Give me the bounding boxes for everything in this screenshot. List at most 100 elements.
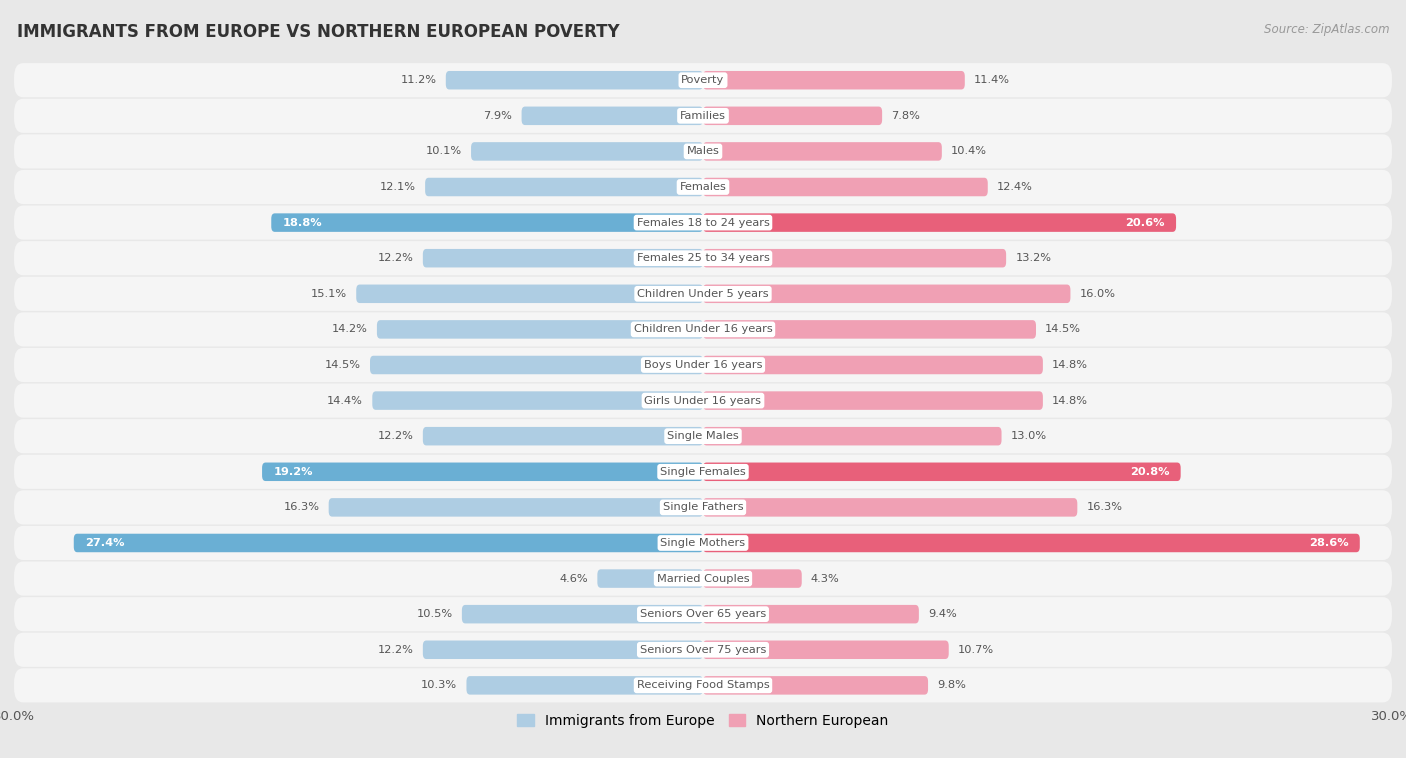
FancyBboxPatch shape: [471, 143, 703, 161]
Text: 15.1%: 15.1%: [311, 289, 347, 299]
Text: 9.4%: 9.4%: [928, 609, 957, 619]
Text: 11.2%: 11.2%: [401, 75, 437, 85]
Text: Receiving Food Stamps: Receiving Food Stamps: [637, 681, 769, 691]
Text: Single Males: Single Males: [666, 431, 740, 441]
FancyBboxPatch shape: [703, 249, 1007, 268]
FancyBboxPatch shape: [14, 633, 1392, 667]
FancyBboxPatch shape: [446, 71, 703, 89]
Text: 10.1%: 10.1%: [426, 146, 461, 156]
FancyBboxPatch shape: [262, 462, 703, 481]
FancyBboxPatch shape: [14, 277, 1392, 311]
Text: Seniors Over 65 years: Seniors Over 65 years: [640, 609, 766, 619]
Text: Females 25 to 34 years: Females 25 to 34 years: [637, 253, 769, 263]
FancyBboxPatch shape: [522, 107, 703, 125]
Text: Families: Families: [681, 111, 725, 121]
FancyBboxPatch shape: [370, 356, 703, 374]
FancyBboxPatch shape: [703, 143, 942, 161]
FancyBboxPatch shape: [423, 427, 703, 446]
Text: Seniors Over 75 years: Seniors Over 75 years: [640, 645, 766, 655]
FancyBboxPatch shape: [703, 569, 801, 587]
Text: Females 18 to 24 years: Females 18 to 24 years: [637, 218, 769, 227]
Text: 12.2%: 12.2%: [378, 431, 413, 441]
FancyBboxPatch shape: [14, 384, 1392, 418]
FancyBboxPatch shape: [14, 63, 1392, 97]
Text: 16.3%: 16.3%: [1087, 503, 1122, 512]
FancyBboxPatch shape: [703, 391, 1043, 410]
Text: 20.6%: 20.6%: [1125, 218, 1164, 227]
Text: 14.5%: 14.5%: [1045, 324, 1081, 334]
FancyBboxPatch shape: [703, 462, 1181, 481]
Text: 14.4%: 14.4%: [328, 396, 363, 406]
Text: Single Females: Single Females: [661, 467, 745, 477]
Text: Girls Under 16 years: Girls Under 16 years: [644, 396, 762, 406]
FancyBboxPatch shape: [703, 178, 988, 196]
FancyBboxPatch shape: [14, 312, 1392, 346]
Text: 19.2%: 19.2%: [274, 467, 314, 477]
Text: 7.9%: 7.9%: [484, 111, 512, 121]
Text: 12.4%: 12.4%: [997, 182, 1033, 192]
Text: 13.2%: 13.2%: [1015, 253, 1052, 263]
FancyBboxPatch shape: [703, 107, 882, 125]
FancyBboxPatch shape: [14, 526, 1392, 560]
Text: Source: ZipAtlas.com: Source: ZipAtlas.com: [1264, 23, 1389, 36]
Text: 4.6%: 4.6%: [560, 574, 588, 584]
FancyBboxPatch shape: [461, 605, 703, 623]
Text: 10.4%: 10.4%: [950, 146, 987, 156]
Text: IMMIGRANTS FROM EUROPE VS NORTHERN EUROPEAN POVERTY: IMMIGRANTS FROM EUROPE VS NORTHERN EUROP…: [17, 23, 620, 41]
Text: 10.5%: 10.5%: [416, 609, 453, 619]
Text: Boys Under 16 years: Boys Under 16 years: [644, 360, 762, 370]
FancyBboxPatch shape: [423, 249, 703, 268]
Text: 14.5%: 14.5%: [325, 360, 361, 370]
FancyBboxPatch shape: [14, 99, 1392, 133]
FancyBboxPatch shape: [14, 205, 1392, 240]
FancyBboxPatch shape: [14, 134, 1392, 168]
FancyBboxPatch shape: [14, 241, 1392, 275]
FancyBboxPatch shape: [703, 605, 920, 623]
Text: 9.8%: 9.8%: [938, 681, 966, 691]
FancyBboxPatch shape: [598, 569, 703, 587]
Text: 11.4%: 11.4%: [974, 75, 1010, 85]
FancyBboxPatch shape: [356, 284, 703, 303]
FancyBboxPatch shape: [467, 676, 703, 694]
FancyBboxPatch shape: [73, 534, 703, 553]
FancyBboxPatch shape: [703, 71, 965, 89]
FancyBboxPatch shape: [373, 391, 703, 410]
Text: Poverty: Poverty: [682, 75, 724, 85]
Text: Children Under 5 years: Children Under 5 years: [637, 289, 769, 299]
FancyBboxPatch shape: [14, 562, 1392, 596]
Text: 16.0%: 16.0%: [1080, 289, 1115, 299]
FancyBboxPatch shape: [703, 213, 1175, 232]
FancyBboxPatch shape: [377, 320, 703, 339]
Text: 28.6%: 28.6%: [1309, 538, 1348, 548]
FancyBboxPatch shape: [14, 669, 1392, 703]
Legend: Immigrants from Europe, Northern European: Immigrants from Europe, Northern Europea…: [512, 708, 894, 734]
FancyBboxPatch shape: [703, 320, 1036, 339]
FancyBboxPatch shape: [703, 427, 1001, 446]
Text: 27.4%: 27.4%: [86, 538, 125, 548]
Text: 13.0%: 13.0%: [1011, 431, 1047, 441]
Text: 12.2%: 12.2%: [378, 645, 413, 655]
Text: Females: Females: [679, 182, 727, 192]
Text: 18.8%: 18.8%: [283, 218, 322, 227]
Text: Males: Males: [686, 146, 720, 156]
Text: Children Under 16 years: Children Under 16 years: [634, 324, 772, 334]
Text: 4.3%: 4.3%: [811, 574, 839, 584]
FancyBboxPatch shape: [703, 641, 949, 659]
FancyBboxPatch shape: [703, 534, 1360, 553]
Text: 10.7%: 10.7%: [957, 645, 994, 655]
FancyBboxPatch shape: [14, 597, 1392, 631]
Text: Married Couples: Married Couples: [657, 574, 749, 584]
FancyBboxPatch shape: [14, 490, 1392, 525]
FancyBboxPatch shape: [14, 170, 1392, 204]
Text: 20.8%: 20.8%: [1129, 467, 1170, 477]
FancyBboxPatch shape: [703, 498, 1077, 517]
Text: 14.8%: 14.8%: [1052, 396, 1088, 406]
FancyBboxPatch shape: [14, 419, 1392, 453]
Text: 14.2%: 14.2%: [332, 324, 368, 334]
FancyBboxPatch shape: [271, 213, 703, 232]
FancyBboxPatch shape: [14, 455, 1392, 489]
Text: 12.1%: 12.1%: [380, 182, 416, 192]
Text: 14.8%: 14.8%: [1052, 360, 1088, 370]
Text: Single Mothers: Single Mothers: [661, 538, 745, 548]
FancyBboxPatch shape: [423, 641, 703, 659]
